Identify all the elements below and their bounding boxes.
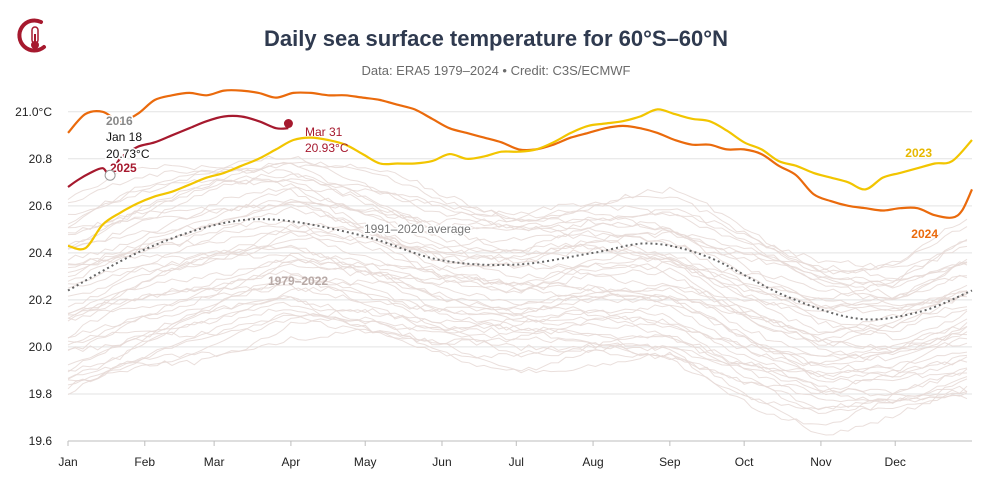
y-tick-label: 20.8	[29, 152, 53, 166]
background-year-line	[67, 227, 968, 334]
label-2024: 2024	[911, 227, 938, 241]
background-year-line	[67, 279, 968, 381]
annotation-jan18-date: Jan 18	[106, 130, 142, 144]
logo-thermometer-fill	[34, 34, 36, 44]
background-year-line	[67, 155, 968, 270]
y-tick-label: 19.6	[29, 434, 53, 448]
background-years-1979-2022	[67, 155, 968, 436]
label-2016: 2016	[106, 114, 133, 128]
x-tick-label: Dec	[885, 455, 906, 469]
x-tick-label: Mar	[204, 455, 225, 469]
background-year-line	[67, 201, 968, 310]
background-year-line	[67, 263, 968, 366]
chart-title: Daily sea surface temperature for 60°S–6…	[264, 26, 728, 51]
background-year-line	[67, 301, 968, 402]
thermometer-logo-icon	[17, 18, 46, 53]
y-tick-label: 20.6	[29, 199, 53, 213]
logo-ring	[17, 18, 46, 53]
series-line-1991-2020-average	[67, 218, 973, 321]
background-year-line	[67, 188, 968, 307]
x-tick-label: Apr	[282, 455, 301, 469]
jan18-marker	[104, 169, 116, 181]
annotation-jan18-value: 20.73°C	[106, 147, 150, 161]
label-2023: 2023	[905, 146, 932, 160]
background-year-line	[67, 258, 968, 360]
label-1979-2022: 1979–2022	[268, 274, 328, 288]
mar31-marker	[283, 119, 293, 129]
background-year-line	[67, 296, 968, 397]
background-year-line	[67, 314, 968, 411]
background-year-line	[67, 316, 968, 426]
x-tick-label: Jul	[509, 455, 524, 469]
background-year-line	[67, 222, 968, 336]
annotation-mar31-value: 20.93°C	[305, 141, 349, 155]
background-year-line	[67, 286, 968, 395]
y-tick-label: 19.8	[29, 387, 53, 401]
y-tick-label: 20.4	[29, 246, 53, 260]
chart-subtitle: Data: ERA5 1979–2024 • Credit: C3S/ECMWF	[361, 63, 630, 78]
background-year-line	[67, 225, 968, 341]
background-year-line	[67, 308, 968, 404]
series-line-2023	[67, 108, 973, 251]
series-lines	[67, 89, 973, 321]
background-year-line	[67, 206, 968, 314]
background-year-line	[67, 177, 968, 300]
x-tick-label: Oct	[735, 455, 754, 469]
background-year-line	[67, 179, 968, 300]
background-year-line	[67, 259, 968, 367]
label-average: 1991–2020 average	[364, 222, 471, 236]
background-year-line	[67, 274, 968, 378]
background-year-line	[67, 203, 968, 311]
background-year-line	[67, 328, 968, 436]
x-tick-label: Sep	[659, 455, 681, 469]
background-year-line	[67, 161, 968, 280]
x-tick-label: Jan	[58, 455, 77, 469]
x-tick-label: May	[354, 455, 377, 469]
background-year-line	[67, 161, 968, 275]
background-year-line	[67, 173, 968, 289]
background-year-line	[67, 201, 968, 309]
background-year-line	[67, 186, 968, 300]
logo-thermometer-bulb	[31, 41, 39, 49]
axes: 19.6 19.8 20.0 20.2 20.4 20.6 20.8 21.0°C Jan Feb…	[15, 105, 972, 469]
background-year-line	[67, 178, 968, 287]
x-tick-label: Jun	[432, 455, 451, 469]
background-year-line	[67, 295, 968, 395]
y-tick-label: 21.0°C	[15, 105, 52, 119]
x-tick-label: Feb	[134, 455, 155, 469]
label-2025: 2025	[110, 161, 137, 175]
background-year-line	[67, 231, 968, 342]
series-line-2024	[67, 89, 973, 219]
x-tick-label: Nov	[810, 455, 831, 469]
series-line-2025	[67, 114, 289, 188]
background-year-line	[67, 308, 968, 415]
background-year-line	[67, 270, 968, 374]
y-tick-label: 20.0	[29, 340, 53, 354]
annotation-mar31-date: Mar 31	[305, 125, 343, 139]
y-tick-label: 20.2	[29, 293, 53, 307]
x-tick-label: Aug	[582, 455, 603, 469]
